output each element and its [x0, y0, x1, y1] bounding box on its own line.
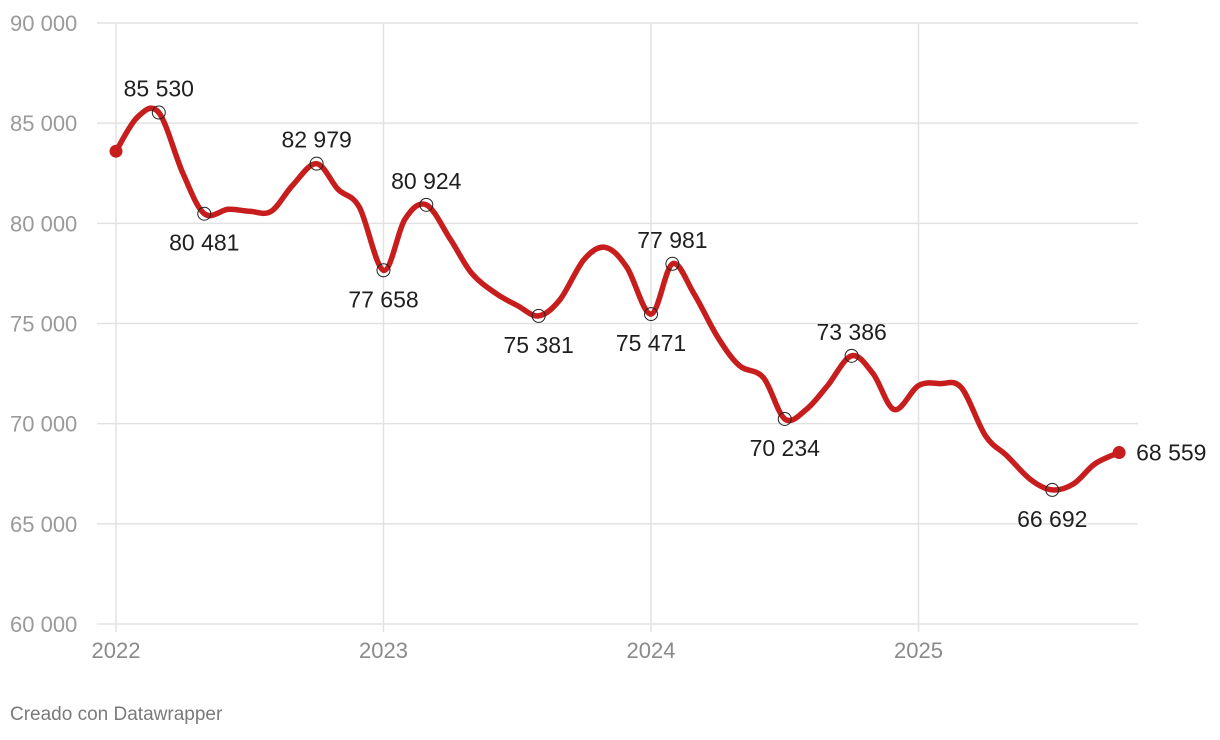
data-point-marker [309, 156, 324, 171]
data-label: 77 658 [348, 286, 418, 312]
data-point-marker [376, 263, 391, 278]
y-tick-label: 60 000 [10, 612, 77, 637]
data-point-marker [197, 206, 212, 221]
y-tick-label: 75 000 [10, 312, 77, 337]
data-point-marker [644, 307, 658, 322]
data-label: 75 471 [616, 330, 686, 356]
x-tick-label: 2022 [92, 638, 141, 663]
y-tick-label: 80 000 [10, 211, 77, 236]
start-point-marker [109, 144, 123, 158]
axis-layer: 60 000 65 000 70 000 75 000 80 000 85 000 90 0… [10, 11, 943, 663]
y-tick-label: 65 000 [10, 512, 77, 537]
data-label: 73 386 [816, 319, 886, 345]
x-tick-label: 2023 [359, 638, 408, 663]
data-point-marker [665, 256, 680, 271]
data-point-marker [151, 105, 166, 120]
label-layer: 85 530 80 481 82 979 77 658 80 924 75 381 75 4… [124, 76, 1207, 532]
series-line [113, 105, 1122, 493]
data-point-marker [777, 411, 792, 426]
data-point-marker [844, 348, 859, 363]
x-tick-label: 2024 [627, 638, 676, 663]
data-label: 80 481 [169, 230, 239, 256]
data-label: 82 979 [281, 127, 351, 153]
data-point-marker [1045, 482, 1060, 497]
data-point-marker [531, 308, 546, 323]
line-layer [113, 105, 1122, 493]
line-chart: 60 000 65 000 70 000 75 000 80 000 85 000 90 0… [10, 11, 1207, 663]
end-point-marker [1112, 446, 1126, 460]
data-label: 75 381 [503, 332, 573, 358]
data-label: 68 559 [1136, 440, 1206, 466]
data-label: 66 692 [1017, 506, 1087, 532]
data-point-marker [419, 197, 434, 212]
data-label: 70 234 [750, 435, 821, 461]
grid-layer [97, 22, 1138, 632]
data-label: 85 530 [124, 76, 194, 102]
x-tick-label: 2025 [894, 638, 943, 663]
data-label: 77 981 [637, 227, 707, 253]
y-tick-label: 90 000 [10, 11, 77, 36]
datawrapper-credit: Creado con Datawrapper [10, 704, 223, 725]
marker-layer [109, 105, 1126, 497]
y-tick-label: 70 000 [10, 412, 77, 437]
data-label: 80 924 [391, 168, 462, 194]
y-tick-label: 85 000 [10, 111, 77, 136]
